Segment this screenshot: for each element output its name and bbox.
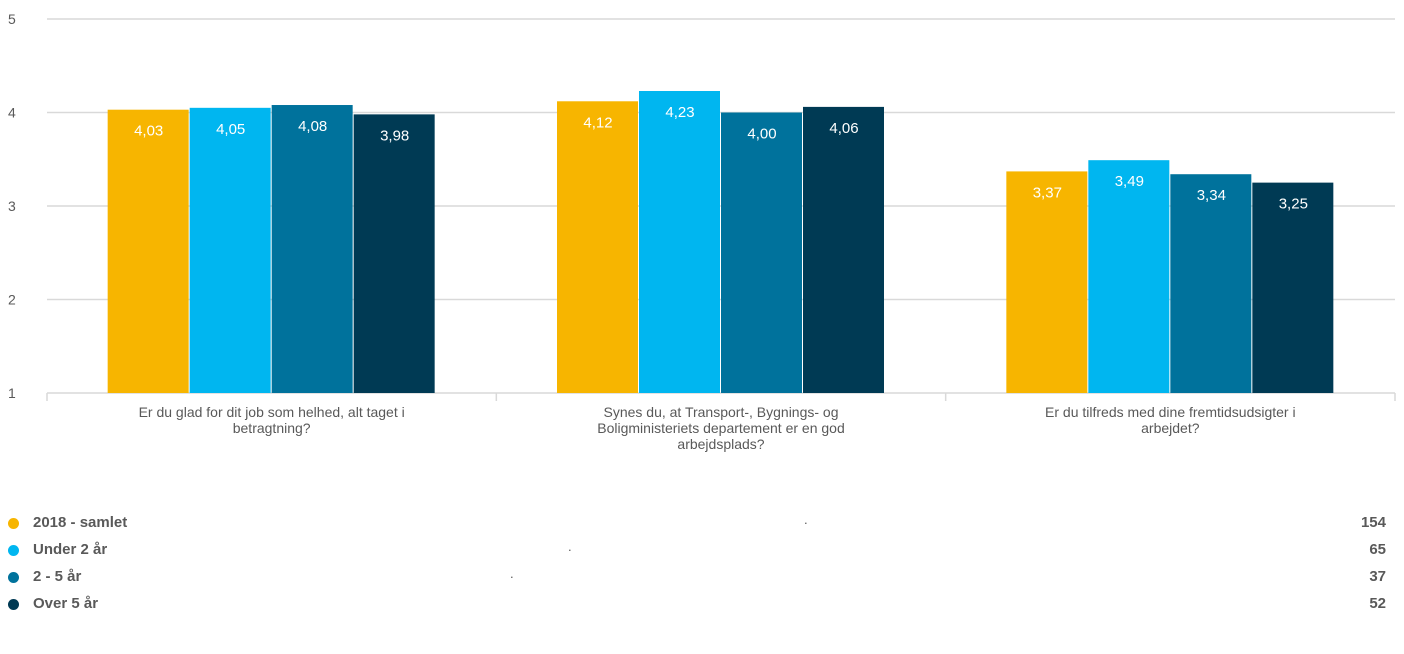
bar-value-label: 3,49	[1115, 173, 1144, 190]
legend-label: Over 5 år	[33, 595, 99, 612]
bar-value-label: 4,06	[829, 120, 858, 137]
x-category-label-line: Boligministeriets departement er en god	[597, 420, 844, 436]
legend-label: 2 - 5 år	[33, 568, 82, 585]
bar-value-label: 4,05	[216, 121, 245, 138]
y-tick-label: 2	[8, 292, 16, 308]
x-category-label-line: Er du glad for dit job som helhed, alt t…	[139, 404, 405, 420]
legend-item-2018-samlet: 2018 - samlet . 154	[0, 512, 1404, 539]
legend-count: 52	[1369, 595, 1386, 612]
bar-value-label: 4,12	[583, 114, 612, 131]
legend-count: 37	[1369, 568, 1386, 585]
bar-value-label: 4,23	[665, 104, 694, 121]
legend-color-dot	[8, 518, 19, 529]
legend-item-under-2-ar: Under 2 år . 65	[0, 539, 1404, 566]
bar-value-label: 3,37	[1033, 184, 1062, 201]
bar	[1170, 174, 1252, 393]
y-tick-label: 3	[8, 198, 16, 214]
bar	[721, 112, 802, 393]
bar	[271, 105, 353, 394]
bar	[557, 101, 638, 393]
bar	[1006, 171, 1088, 393]
x-category-label-line: arbejdsplads?	[677, 436, 764, 452]
bar-value-label: 4,03	[134, 123, 163, 140]
x-category-label-line: arbejdet?	[1141, 420, 1200, 436]
x-category-label-line: Er du tilfreds med dine fremtidsudsigter…	[1045, 404, 1296, 420]
legend-count: 65	[1369, 541, 1386, 558]
legend-dot-mark: .	[568, 539, 572, 554]
bar	[107, 109, 189, 393]
legend-dot-mark: .	[510, 566, 514, 581]
bar	[189, 107, 271, 393]
x-category-label: Er du glad for dit job som helhed, alt t…	[139, 404, 405, 436]
legend: 2018 - samlet . 154 Under 2 år . 65 2 - …	[0, 512, 1404, 620]
bar	[1252, 182, 1334, 393]
legend-label: Under 2 år	[33, 541, 108, 558]
bar-chart: 1 2 3 4 5 4,03 4,05 4,08 3,98 Er du glad for dit …	[8, 11, 1396, 452]
legend-label: 2018 - samlet	[33, 514, 128, 531]
legend-count: 154	[1360, 514, 1386, 531]
legend-item-2-5-ar: 2 - 5 år . 37	[0, 566, 1404, 593]
legend-dot-mark: .	[804, 512, 808, 527]
bar-value-label: 4,00	[747, 126, 776, 143]
y-tick-label: 5	[8, 11, 16, 27]
x-category-label-line: Synes du, at Transport-, Bygnings- og	[603, 404, 838, 420]
bar-value-label: 4,08	[298, 118, 327, 135]
legend-color-dot	[8, 545, 19, 556]
bar	[803, 106, 884, 393]
bar	[639, 90, 720, 394]
y-tick-label: 1	[8, 385, 16, 401]
legend-color-dot	[8, 599, 19, 610]
x-category-label: Er du tilfreds med dine fremtidsudsigter…	[1045, 404, 1296, 436]
x-category-label-line: betragtning?	[233, 420, 311, 436]
bar-value-label: 3,98	[380, 127, 409, 144]
legend-item-over-5-ar: Over 5 år 52	[0, 593, 1404, 620]
bar	[353, 114, 435, 394]
bar-value-label: 3,34	[1197, 187, 1226, 204]
bar	[1088, 160, 1170, 393]
x-category-label: Synes du, at Transport-, Bygnings- og Bol…	[597, 404, 844, 452]
y-tick-label: 4	[8, 105, 16, 121]
bar-value-label: 3,25	[1279, 196, 1308, 213]
legend-color-dot	[8, 572, 19, 583]
